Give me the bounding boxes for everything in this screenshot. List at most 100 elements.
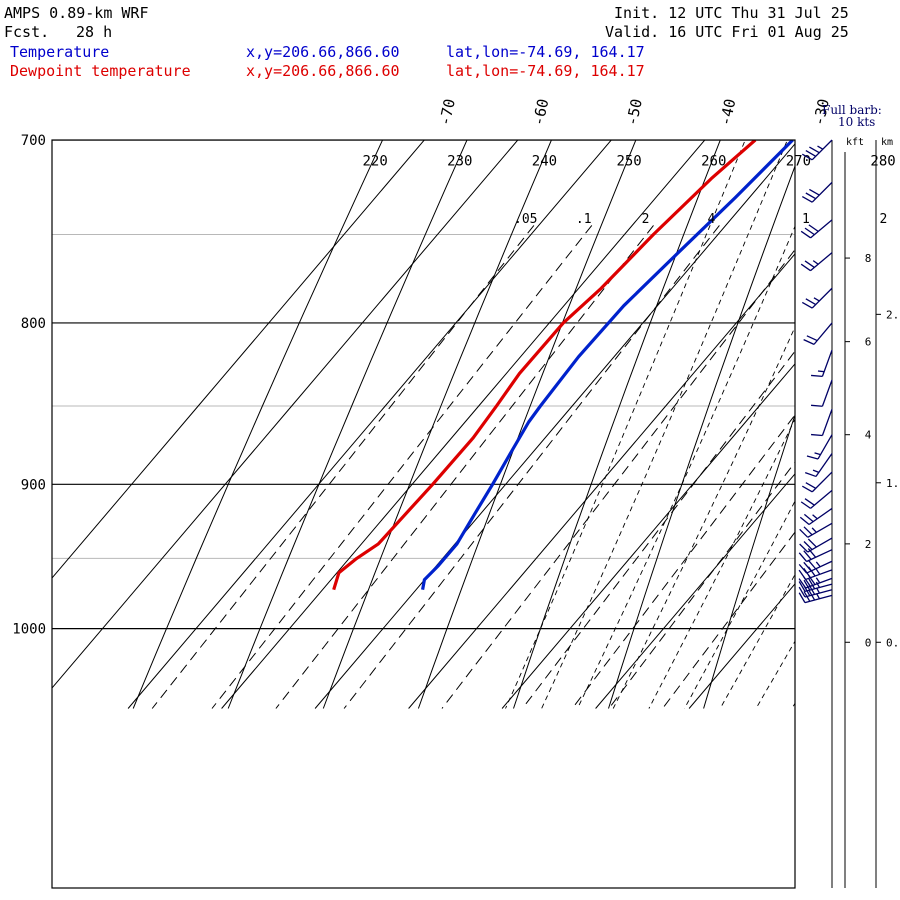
isotherm-line [52, 140, 519, 689]
wind-barb [811, 408, 833, 437]
dewpoint-latlon: lat,lon=-74.69, 164.17 [446, 62, 645, 80]
dry-adiabat-label: 270 [786, 154, 811, 170]
dry-adiabat-label: 250 [616, 154, 641, 170]
kft-axis-label: kft [846, 137, 864, 148]
wind-barb [799, 507, 833, 526]
temperature-xy: x,y=206.66,866.60 [246, 43, 400, 61]
isotherm-line [127, 140, 612, 709]
isotherm-label: -40 [716, 97, 739, 127]
isotherm-line [221, 140, 706, 709]
pressure-tick-label: 700 [21, 133, 46, 149]
dry-adiabat-line [608, 164, 795, 709]
pressure-tick-label: 800 [21, 316, 46, 332]
km-tick-label: 0. [886, 636, 899, 649]
mixing-ratio-line [343, 225, 720, 709]
wind-barb [800, 219, 833, 239]
kft-tick-label: 0 [865, 636, 872, 649]
dry-adiabat-label: 280 [870, 154, 895, 170]
dry-adiabat-line [417, 140, 637, 709]
pressure-tick-label: 1000 [12, 622, 46, 638]
kft-tick-label: 6 [865, 336, 872, 349]
dry-adiabat-line [703, 413, 795, 709]
dry-adiabat-line [322, 140, 552, 709]
wind-barb [806, 434, 833, 460]
kft-tick-label: 2 [865, 538, 872, 551]
mixing-ratio-label: 4 [708, 212, 716, 227]
mixing-ratio-label: .05 [514, 212, 537, 227]
temperature-legend-label: Temperature [10, 43, 110, 61]
plot-frame [51, 139, 796, 889]
wind-barb [803, 322, 833, 345]
pressure-tick-label: 900 [21, 477, 46, 493]
dry-adiabat-line [894, 17, 900, 708]
mixing-ratio-label: 1 [802, 212, 810, 227]
wind-barb [800, 489, 833, 509]
wind-barb [798, 548, 833, 563]
temperature-profile [421, 140, 794, 590]
dry-adiabat-label: 260 [701, 154, 726, 170]
wind-barb [801, 287, 833, 309]
moist-adiabat-line [684, 500, 795, 709]
barb-key-speed: 10 kts [838, 115, 875, 129]
wind-barb [801, 471, 833, 493]
moist-adiabat-line [541, 140, 788, 709]
mixing-ratio-line [441, 248, 795, 709]
dry-adiabat-line [132, 140, 384, 709]
isotherm-label: -30 [810, 97, 833, 127]
wind-barb [798, 584, 833, 598]
wind-barb [801, 139, 833, 161]
dry-adiabat-label: 230 [447, 154, 472, 170]
moist-adiabat-line [719, 573, 795, 709]
forecast-hours: 28 h [76, 23, 113, 41]
isotherm-line [408, 253, 795, 709]
mixing-ratio-label: 2 [880, 212, 888, 227]
isotherm-line [595, 473, 795, 709]
barb-key-title: Full barb: [822, 103, 882, 117]
kft-tick-label: 8 [865, 252, 872, 265]
moist-adiabat-line [577, 225, 795, 709]
isotherm-line [688, 583, 795, 709]
mixing-ratio-line [522, 350, 795, 709]
wind-barb [804, 453, 833, 478]
km-tick-label: 2. [886, 308, 899, 321]
wind-barb [800, 252, 833, 272]
wind-barb [798, 589, 833, 604]
dewpoint-profile [332, 140, 757, 591]
wind-barb [799, 537, 833, 553]
dry-adiabat-line [227, 140, 468, 709]
wind-barb [799, 522, 833, 538]
mixing-ratio-line [608, 461, 795, 709]
mixing-ratio-label: .1 [576, 212, 592, 227]
valid-time: Valid. 16 UTC Fri 01 Aug 25 [605, 23, 849, 41]
dewpoint-xy: x,y=206.66,866.60 [246, 62, 400, 80]
dewpoint-legend-label: Dewpoint temperature [10, 62, 191, 80]
wind-barb [811, 379, 833, 407]
isotherm-label: -50 [623, 97, 646, 127]
mixing-ratio-line [662, 531, 795, 709]
mixing-ratio-line [211, 225, 593, 709]
km-axis-label: km [881, 137, 893, 148]
kft-tick-label: 4 [865, 429, 872, 442]
mixing-ratio-line [275, 225, 654, 709]
isotherm-label: -70 [436, 97, 459, 127]
mixing-ratio-line [151, 225, 535, 709]
isotherm-line [314, 143, 795, 709]
wind-barb [801, 181, 833, 203]
mixing-ratio-line [571, 414, 795, 709]
init-time: Init. 12 UTC Thu 31 Jul 25 [614, 4, 849, 22]
isotherm-line [52, 140, 425, 579]
dry-adiabat-line [513, 140, 721, 709]
wind-barb [811, 349, 833, 378]
moist-adiabat-line [505, 140, 746, 709]
dry-adiabat-label: 220 [363, 154, 388, 170]
moist-adiabat-line [612, 326, 795, 709]
isotherm-label: -60 [529, 97, 552, 127]
moist-adiabat-line [648, 418, 795, 709]
mixing-ratio-label: 2 [642, 212, 650, 227]
km-tick-label: 1. [886, 477, 899, 490]
dry-adiabat-label: 240 [532, 154, 557, 170]
forecast-label: Fcst. [4, 23, 50, 41]
model-title: AMPS 0.89-km WRF [4, 4, 149, 22]
temperature-latlon: lat,lon=-74.69, 164.17 [446, 43, 645, 61]
